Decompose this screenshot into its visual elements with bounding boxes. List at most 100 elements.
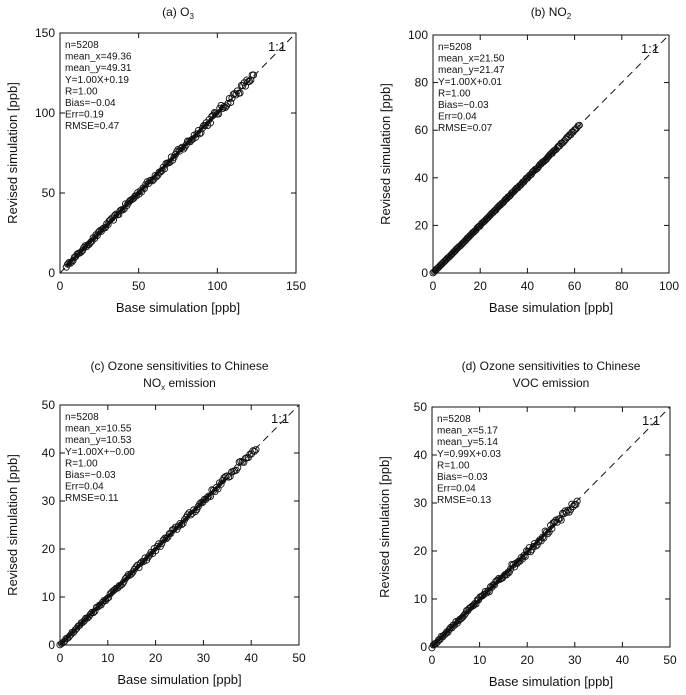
data-point [177, 144, 185, 153]
data-point [520, 178, 528, 186]
data-point [206, 119, 214, 127]
data-points [429, 121, 583, 277]
data-point [111, 211, 119, 219]
data-point [252, 446, 260, 454]
x-tick-label: 0 [57, 651, 64, 665]
x-tick-label: 20 [474, 279, 488, 293]
plot-frame [432, 34, 670, 274]
stat-line: mean_x=49.36 [65, 52, 132, 63]
stat-line: Err=0.04 [438, 112, 477, 123]
stat-line: R=1.00 [65, 458, 98, 469]
stat-line: RMSE=0.13 [437, 495, 492, 506]
y-tick-label: 40 [414, 448, 428, 462]
y-tick-label: 0 [421, 266, 428, 280]
data-point [541, 156, 549, 164]
data-point [135, 564, 143, 572]
data-point [176, 520, 184, 528]
data-point [191, 508, 199, 516]
data-point [250, 447, 259, 455]
data-point [181, 143, 189, 151]
stat-line: Y=1.00X+−0.00 [65, 447, 135, 458]
data-point [227, 98, 235, 107]
x-tick-label: 60 [568, 279, 582, 293]
stat-line: Err=0.04 [437, 484, 476, 495]
stat-line: mean_y=10.53 [65, 435, 132, 446]
statistics-box: n=5208mean_x=5.17mean_y=5.14Y=0.99X+0.03… [437, 414, 501, 506]
data-point [184, 511, 192, 519]
x-tick-label: 10 [101, 651, 115, 665]
data-point [455, 243, 463, 251]
x-tick-label: 100 [659, 279, 679, 293]
chart-title-line2-main: NO [143, 376, 161, 390]
x-tick-label: 50 [292, 651, 306, 665]
data-point [226, 472, 234, 480]
data-point [535, 162, 543, 170]
y-tick-label: 100 [408, 28, 428, 42]
data-point [505, 568, 513, 576]
data-point [433, 265, 441, 273]
chart-title-main: (b) NO [531, 5, 567, 19]
statistics-box: n=5208mean_x=21.50mean_y=21.47Y=1.00X+0.… [438, 42, 505, 134]
x-tick-label: 10 [473, 653, 487, 667]
data-point [449, 249, 457, 257]
data-point [89, 609, 97, 617]
data-point [574, 122, 582, 130]
data-point [462, 236, 470, 244]
x-tick-label: 40 [521, 279, 535, 293]
scatter-panel-c: (c) Ozone sensitivities to Chinese NOx em… [5, 359, 306, 687]
plot-frame [59, 404, 300, 646]
x-tick-label: 0 [57, 279, 64, 293]
data-point [575, 121, 583, 129]
y-axis-label: Revised simulation [ppb] [378, 83, 393, 225]
chart-title-line2: VOC emission [513, 376, 590, 390]
chart-title: (b) NO2 [531, 5, 572, 21]
stat-line: n=5208 [65, 40, 99, 51]
x-axis-label: Base simulation [ppb] [116, 300, 240, 315]
stat-line: mean_x=21.50 [438, 54, 505, 65]
scatter-panel-d: (d) Ozone sensitivities to Chinese VOC em… [377, 359, 677, 689]
data-point [203, 493, 211, 501]
stat-line: R=1.00 [438, 88, 471, 99]
data-points [62, 71, 258, 271]
data-point [542, 528, 551, 536]
data-point [497, 201, 505, 209]
stat-line: Bias=−0.03 [438, 100, 489, 111]
y-axis-label: Revised simulation [ppb] [5, 82, 20, 224]
data-point [109, 216, 117, 224]
data-point [557, 516, 565, 524]
chart-title: (a) O3 [162, 5, 194, 21]
data-point [179, 519, 187, 527]
statistics-box: n=5208mean_x=49.36mean_y=49.31Y=1.00X+0.… [65, 40, 132, 132]
stat-line: mean_x=10.55 [65, 424, 132, 435]
stat-line: Bias=−0.04 [65, 98, 116, 109]
x-axis-label: Base simulation [ppb] [117, 672, 241, 687]
data-point [152, 547, 160, 555]
data-point [481, 587, 489, 596]
chart-title-subscript: 2 [567, 12, 572, 21]
data-point [429, 269, 437, 277]
chart-title-line2: NOx emission [143, 376, 216, 392]
data-point [132, 563, 140, 571]
stat-line: Y=0.99X+0.03 [437, 449, 501, 460]
data-point [489, 208, 497, 216]
data-point [178, 143, 186, 151]
data-points [56, 446, 260, 649]
y-axis-label: Revised simulation [ppb] [377, 456, 392, 598]
one-to-one-line [432, 34, 670, 274]
data-point [249, 71, 258, 79]
data-point [470, 228, 478, 236]
data-point [225, 94, 233, 103]
data-point [553, 144, 561, 152]
data-point [196, 130, 204, 138]
y-tick-label: 50 [42, 398, 56, 412]
y-tick-label: 50 [42, 186, 56, 200]
data-point [190, 506, 198, 514]
data-point [540, 534, 548, 542]
data-point [140, 184, 148, 193]
data-point [192, 133, 200, 141]
data-point [564, 133, 572, 141]
data-point [458, 239, 467, 247]
data-point [439, 259, 447, 267]
y-tick-label: 20 [414, 544, 428, 558]
